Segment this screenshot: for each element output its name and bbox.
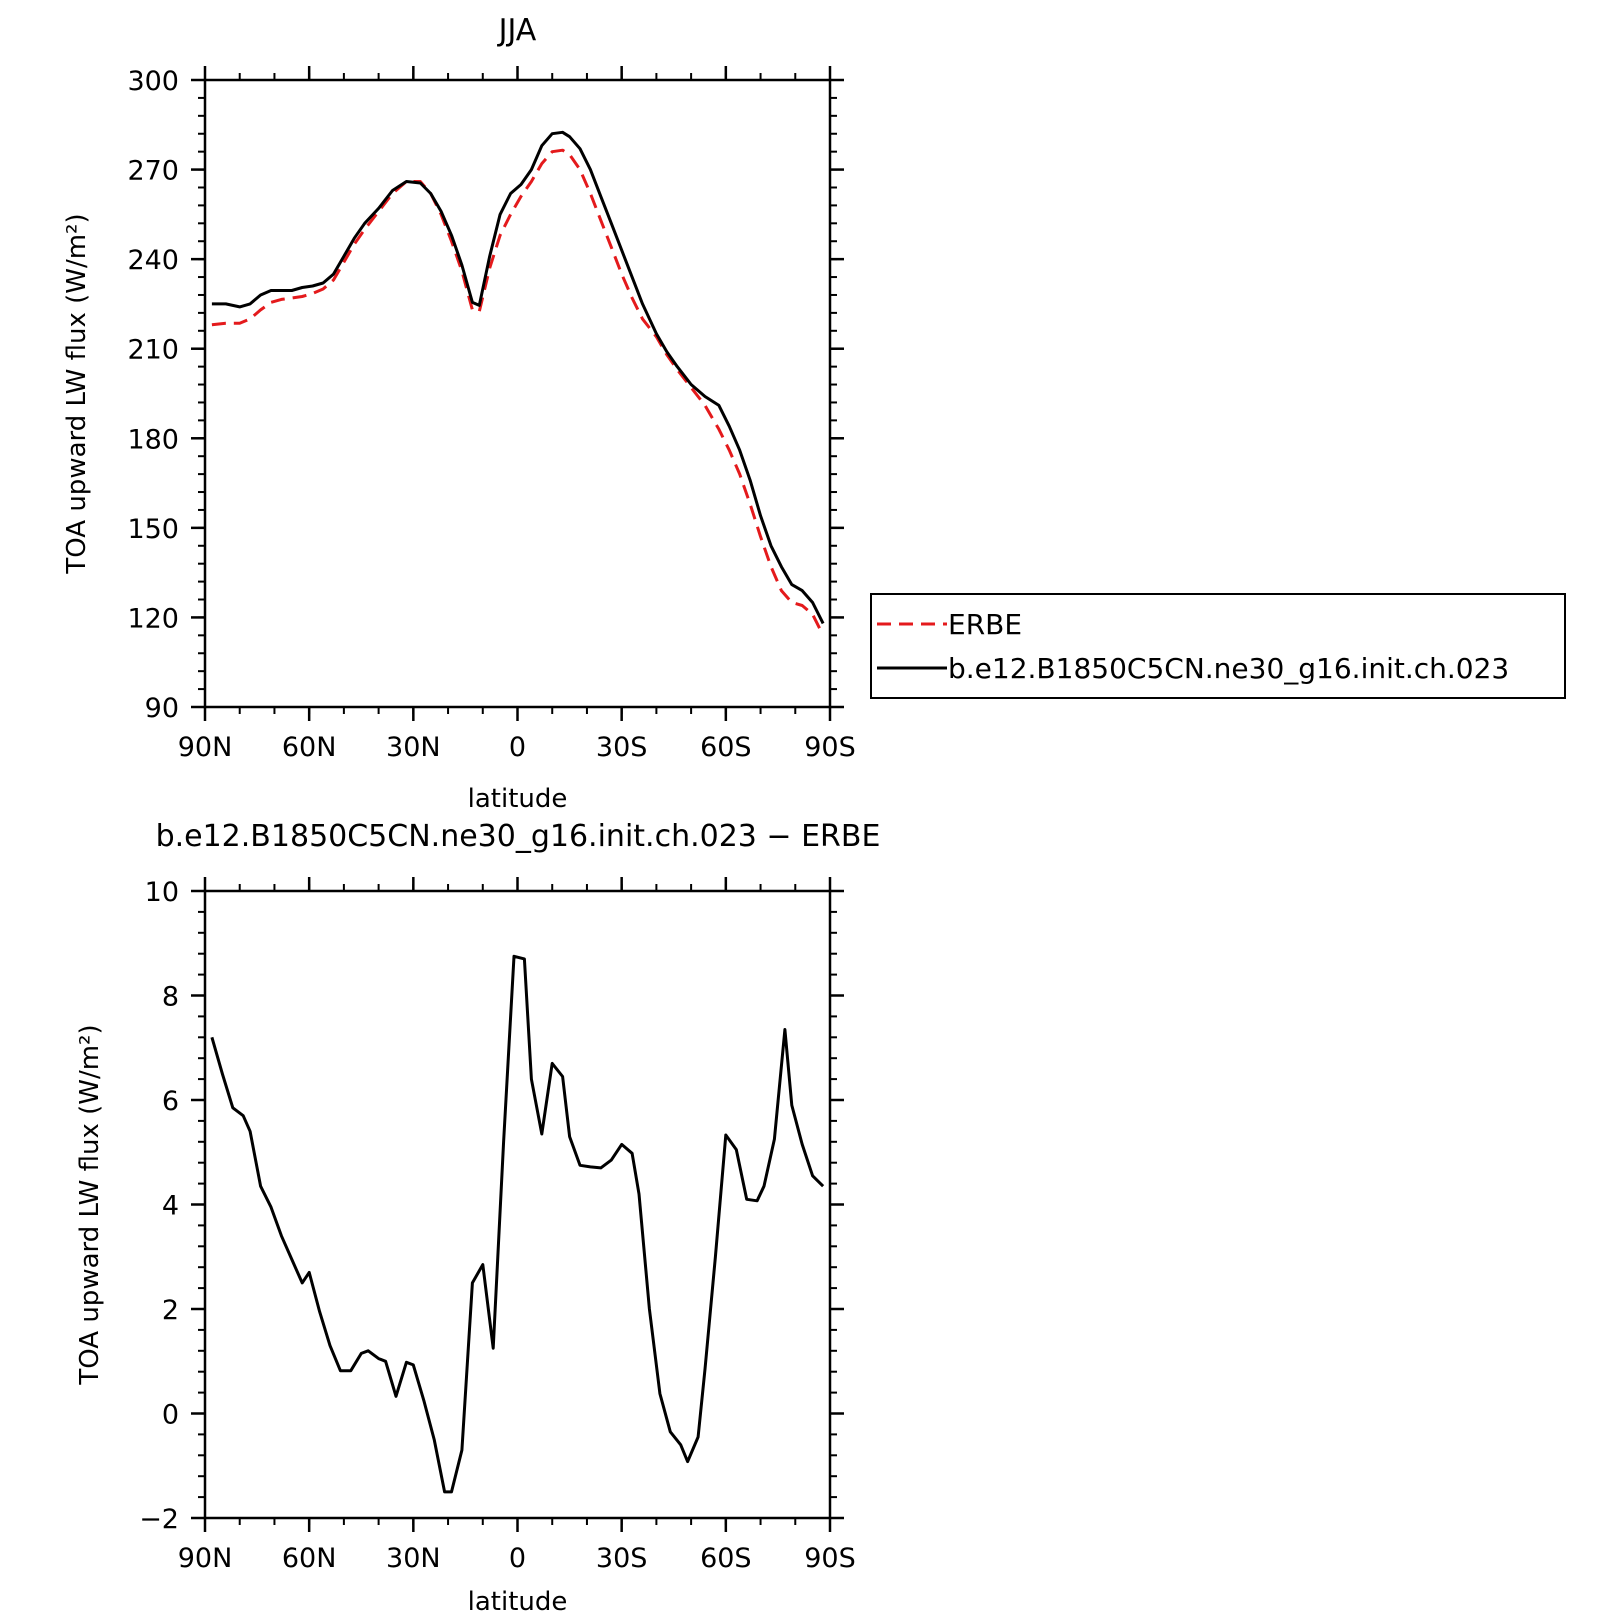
y-axis-label: TOA upward LW flux (W/m²) xyxy=(62,213,92,574)
x-tick-label: 60N xyxy=(282,1543,337,1574)
y-tick-label: 240 xyxy=(127,245,179,276)
x-tick-label: 0 xyxy=(509,1543,526,1574)
x-tick-label: 60N xyxy=(282,732,337,763)
y-tick-label: 2 xyxy=(162,1295,179,1326)
x-tick-label: 90S xyxy=(804,1543,856,1574)
plot-frame xyxy=(203,889,832,1520)
y-tick-label: 6 xyxy=(162,1086,179,1117)
y-tick-label: 120 xyxy=(127,603,179,634)
y-tick-label: 150 xyxy=(127,514,179,545)
x-tick-label: 90N xyxy=(178,1543,233,1574)
x-tick-label: 30N xyxy=(386,1543,441,1574)
x-tick-label: 60S xyxy=(700,1543,752,1574)
y-axis-label: TOA upward LW flux (W/m²) xyxy=(75,1024,105,1385)
chart-title: JJA xyxy=(497,13,537,48)
plot-frame xyxy=(203,78,832,709)
y-tick-label: 8 xyxy=(162,982,179,1013)
series-line-1 xyxy=(211,130,825,625)
y-tick-label: 0 xyxy=(162,1400,179,1431)
x-tick-label: 0 xyxy=(509,732,526,763)
top-chart-jja: 90N 60N 30N 0 30S 60S 90S 90 120 150 180 210 240 270 3… xyxy=(62,13,1566,814)
x-axis-label: latitude xyxy=(468,1587,568,1613)
legend-label-0: ERBE xyxy=(948,608,1022,641)
y-tick-label: 10 xyxy=(145,877,179,908)
y-tick-label: 180 xyxy=(127,424,179,455)
y-tick-label: 4 xyxy=(162,1191,179,1222)
x-axis-label: latitude xyxy=(468,784,568,814)
y-tick-label: 300 xyxy=(127,66,179,97)
y-tick-label: 90 xyxy=(145,693,179,724)
chart-title: b.e12.B1850C5CN.ne30_g16.init.ch.023 − E… xyxy=(156,819,881,854)
legend-box xyxy=(870,593,1566,699)
x-tick-label: 30N xyxy=(386,732,441,763)
x-tick-label: 90N xyxy=(178,732,233,763)
x-tick-label: 90S xyxy=(804,732,856,763)
x-tick-label: 60S xyxy=(700,732,752,763)
x-tick-label: 30S xyxy=(596,732,648,763)
bottom-chart-difference: 90N 60N 30N 0 30S 60S 90S −2 0 2 4 6 8 10 b.e12.B1850C… xyxy=(75,819,880,1613)
series-line-0 xyxy=(210,954,825,1494)
x-tick-label: 30S xyxy=(596,1543,648,1574)
legend: ERBE b.e12.B1850C5CN.ne30_g16.init.ch.023 xyxy=(870,593,1566,699)
legend-label-1: b.e12.B1850C5CN.ne30_g16.init.ch.023 xyxy=(948,652,1509,685)
y-tick-label: 210 xyxy=(127,335,179,366)
series-line-0 xyxy=(211,148,825,636)
y-tick-label: 270 xyxy=(127,156,179,187)
y-tick-label: −2 xyxy=(139,1504,179,1535)
